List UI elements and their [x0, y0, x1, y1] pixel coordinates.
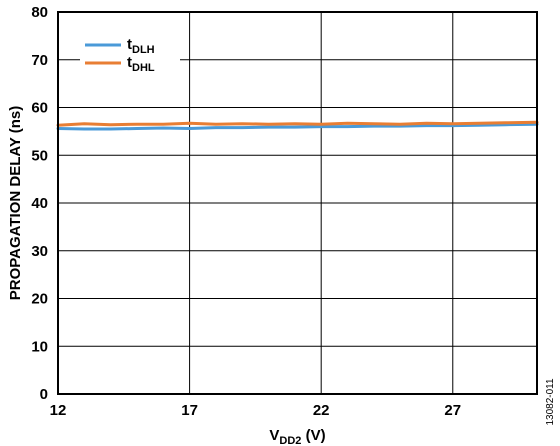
y-tick-label: 40 [31, 195, 48, 212]
y-tick-label: 10 [31, 338, 48, 355]
legend-label-dlh: tDLH [127, 36, 155, 56]
x-axis-label: VDD2 (V) [269, 427, 325, 446]
series-line-dhl [56, 120, 539, 127]
series-line-dlh [56, 122, 539, 131]
y-tick-label: 50 [31, 147, 48, 164]
y-tick-label: 80 [31, 4, 48, 21]
legend-label-main: t [127, 54, 132, 71]
figure-id: 13082-011 [545, 378, 556, 426]
y-tick-labels: 0 10 20 30 40 50 60 70 80 [31, 4, 48, 403]
x-tick-label: 22 [313, 402, 330, 419]
data-series [56, 120, 539, 131]
y-tick-label: 0 [40, 386, 48, 403]
y-axis-label: PROPAGATION DELAY (ns) [7, 106, 24, 300]
x-axis-label-subscript: DD2 [279, 435, 301, 446]
y-tick-label: 20 [31, 291, 48, 308]
legend-label-subscript: DHL [132, 62, 155, 74]
plot-frame [57, 11, 538, 395]
x-tick-labels: 12 17 22 27 [50, 402, 461, 419]
x-axis-label-main: V [269, 427, 279, 444]
legend-label-subscript: DLH [132, 44, 155, 56]
legend-label-main: t [127, 36, 132, 53]
y-tick-label: 70 [31, 52, 48, 69]
y-tick-label: 60 [31, 100, 48, 117]
x-tick-label: 12 [50, 402, 67, 419]
x-tick-label: 17 [181, 402, 198, 419]
y-tick-label: 30 [31, 243, 48, 260]
x-tick-label: 27 [444, 402, 461, 419]
legend-label-dhl: tDHL [127, 54, 155, 74]
legend-background [80, 34, 180, 82]
x-axis-label-suffix: (V) [301, 427, 325, 444]
